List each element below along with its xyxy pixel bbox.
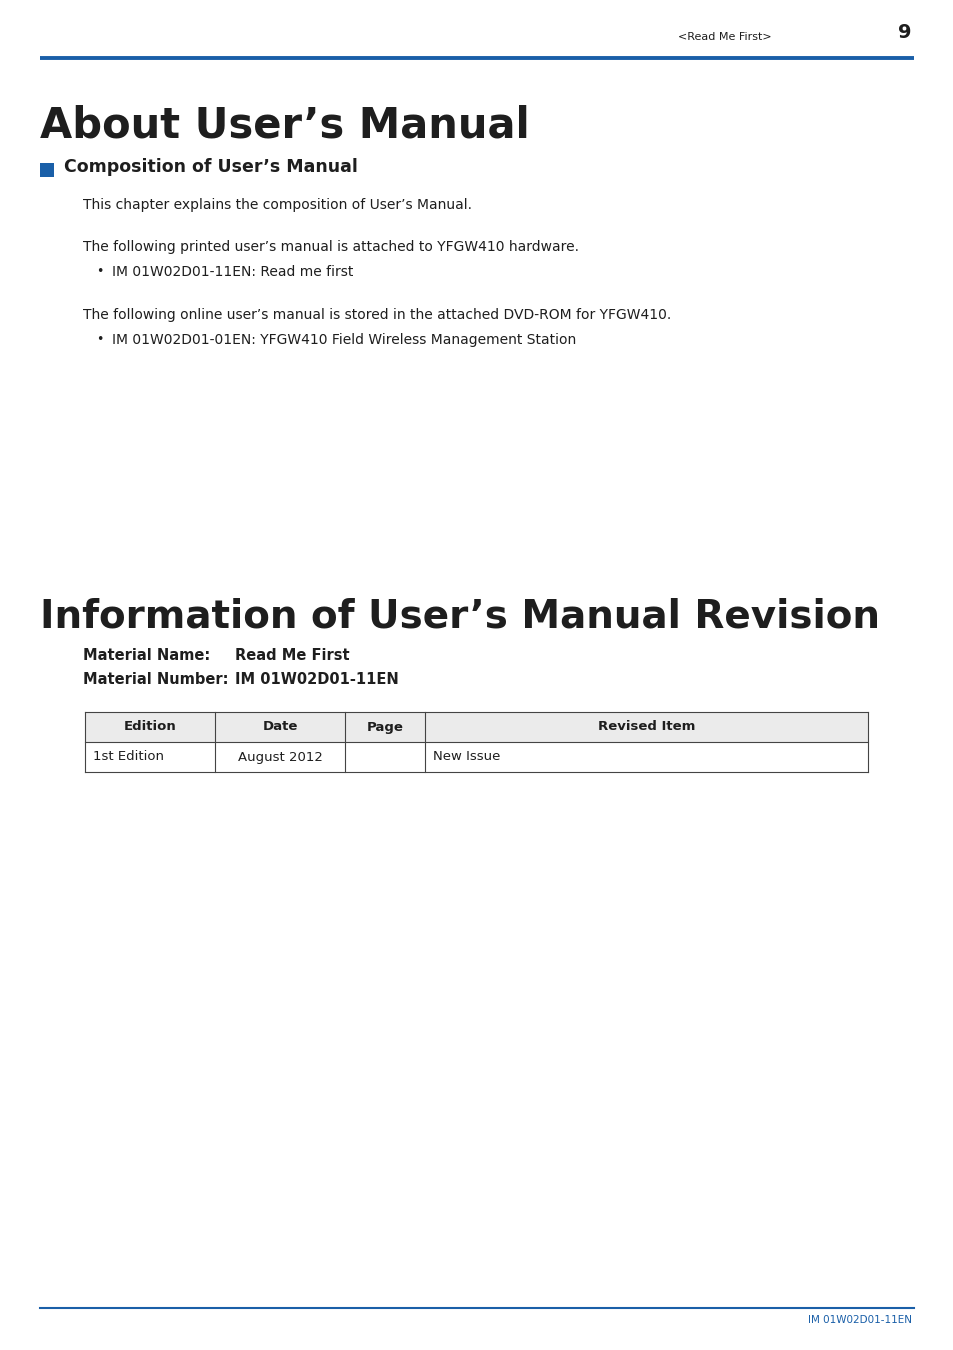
Text: IM 01W02D01-11EN: IM 01W02D01-11EN [807,1315,911,1324]
Text: Page: Page [366,721,403,733]
Text: About User’s Manual: About User’s Manual [40,105,529,147]
FancyBboxPatch shape [40,163,54,177]
Text: Revised Item: Revised Item [598,721,695,733]
FancyBboxPatch shape [85,711,867,743]
Text: Edition: Edition [124,721,176,733]
Text: •: • [96,333,103,346]
Text: •: • [96,265,103,278]
Text: IM 01W02D01-11EN: IM 01W02D01-11EN [234,672,398,687]
Text: <Read Me First>: <Read Me First> [678,32,771,42]
Text: Date: Date [262,721,297,733]
Text: August 2012: August 2012 [237,751,322,764]
Text: IM 01W02D01-01EN: YFGW410 Field Wireless Management Station: IM 01W02D01-01EN: YFGW410 Field Wireless… [112,333,576,347]
Text: New Issue: New Issue [433,751,500,764]
Text: Information of User’s Manual Revision: Information of User’s Manual Revision [40,598,879,636]
Text: Composition of User’s Manual: Composition of User’s Manual [64,158,357,176]
Text: IM 01W02D01-11EN: Read me first: IM 01W02D01-11EN: Read me first [112,265,353,279]
Text: 9: 9 [898,23,911,42]
Text: The following online user’s manual is stored in the attached DVD-ROM for YFGW410: The following online user’s manual is st… [83,308,671,323]
Text: Read Me First: Read Me First [234,648,349,663]
Text: Material Name:: Material Name: [83,648,210,663]
Text: The following printed user’s manual is attached to YFGW410 hardware.: The following printed user’s manual is a… [83,240,578,254]
Text: 1st Edition: 1st Edition [92,751,164,764]
Text: This chapter explains the composition of User’s Manual.: This chapter explains the composition of… [83,198,472,212]
Text: Material Number:: Material Number: [83,672,229,687]
